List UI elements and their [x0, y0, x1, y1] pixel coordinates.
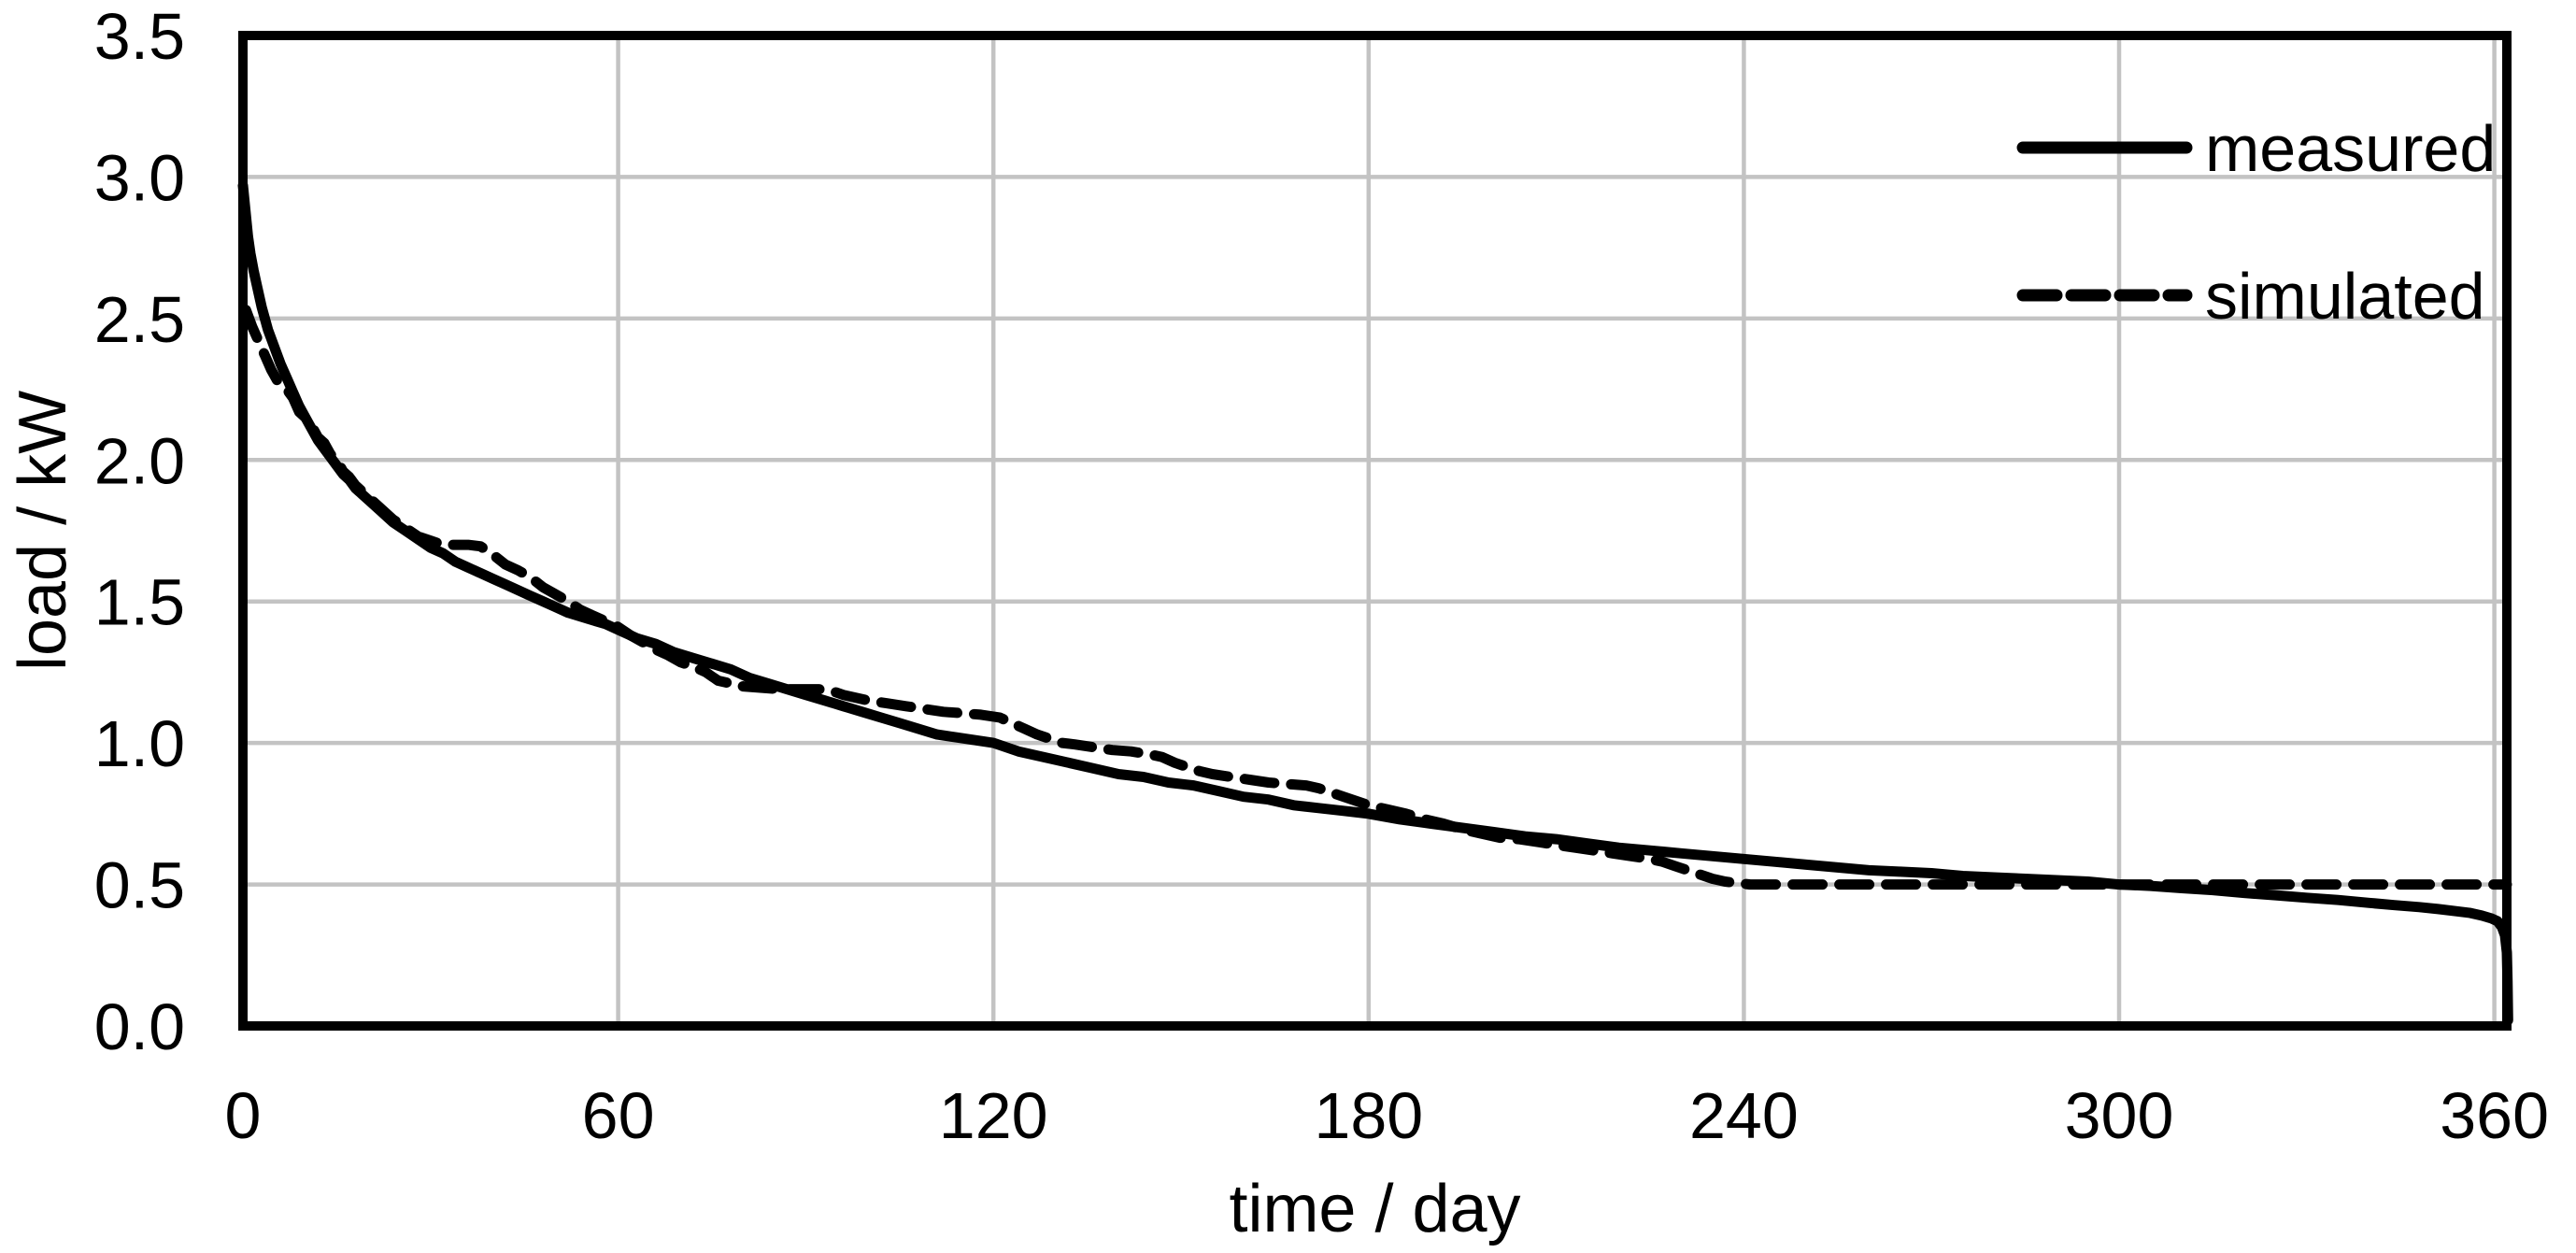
- y-tick-label: 2.5: [94, 283, 185, 356]
- y-tick-label: 0.5: [94, 849, 185, 922]
- x-tick-label: 120: [939, 1079, 1048, 1152]
- x-tick-label: 0: [225, 1079, 262, 1152]
- y-tick-label: 3.0: [94, 141, 185, 214]
- legend-measured-label: measured: [2205, 112, 2496, 185]
- y-tick-label: 3.5: [94, 0, 185, 73]
- legend-simulated-label: simulated: [2205, 260, 2485, 333]
- x-tick-label: 240: [1689, 1079, 1799, 1152]
- x-tick-label: 300: [2065, 1079, 2174, 1152]
- y-axis-title: load / kW: [6, 391, 80, 671]
- y-tick-label: 1.5: [94, 566, 185, 639]
- data-series: [237, 180, 2513, 1026]
- simulated-line: [240, 305, 2512, 890]
- x-axis-title: time / day: [1229, 1172, 1520, 1246]
- y-tick-label: 0.0: [94, 990, 185, 1063]
- plot-border: [238, 31, 2512, 1031]
- gridlines: [243, 36, 2507, 1026]
- x-tick-label: 60: [582, 1079, 655, 1152]
- x-tick-label: 360: [2440, 1079, 2549, 1152]
- y-tick-label: 1.0: [94, 707, 185, 780]
- tick-labels: 0 60 120 180 240 300 360 0.0 0.5 1.0 1.5 2.0 2.5 3.0 3…: [94, 0, 2549, 1152]
- x-tick-label: 180: [1314, 1079, 1423, 1152]
- legend: measured simulated: [2016, 112, 2496, 333]
- y-tick-label: 2.0: [94, 424, 185, 497]
